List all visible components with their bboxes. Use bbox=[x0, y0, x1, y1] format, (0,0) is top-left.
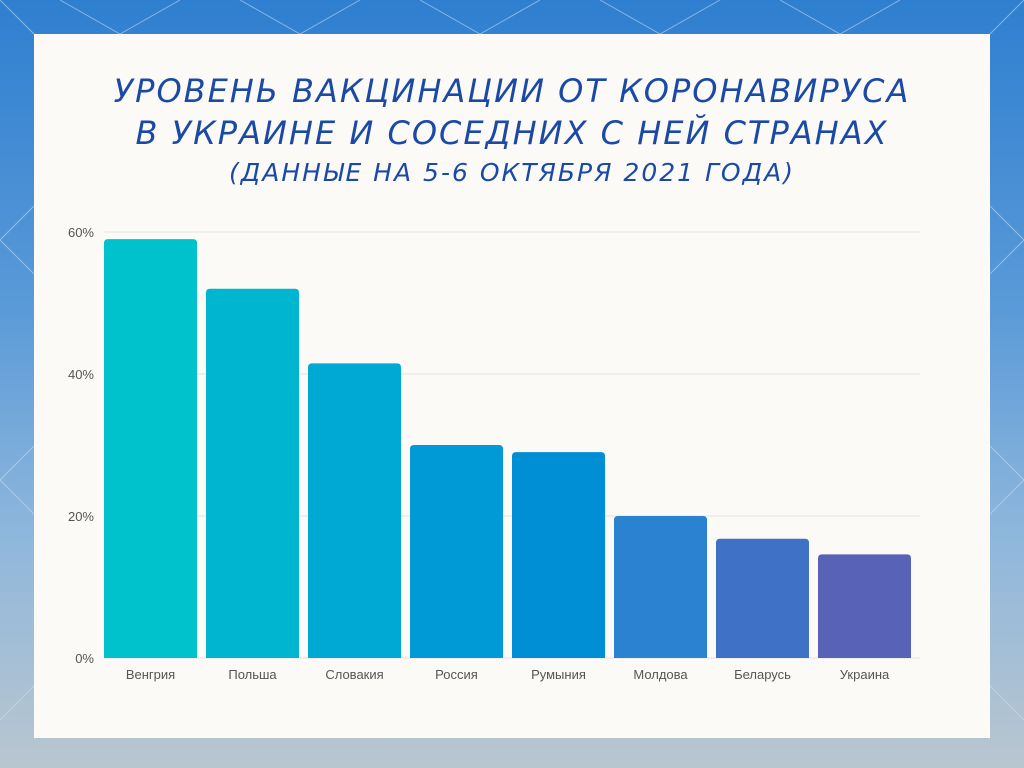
title-line-2: В УКРАИНЕ И СОСЕДНИХ С НЕЙ СТРАНАХ bbox=[135, 114, 889, 152]
y-tick-label: 40% bbox=[68, 367, 94, 382]
title-line-3: (ДАННЫЕ НА 5-6 ОКТЯБРЯ 2021 ГОДА) bbox=[229, 158, 795, 187]
bar-8 bbox=[818, 554, 911, 658]
bar-1 bbox=[104, 239, 197, 658]
bar-3 bbox=[308, 363, 401, 658]
y-tick-label: 60% bbox=[68, 225, 94, 240]
bar-7 bbox=[716, 538, 809, 658]
x-tick-label: Румыния bbox=[531, 667, 586, 682]
bar-6 bbox=[614, 516, 707, 658]
x-tick-label: Польша bbox=[228, 667, 277, 682]
bar-4 bbox=[410, 445, 503, 658]
x-tick-label: Россия bbox=[435, 667, 478, 682]
title-line-1: УРОВЕНЬ ВАКЦИНАЦИИ ОТ КОРОНАВИРУСА bbox=[113, 72, 911, 110]
y-tick-label: 0% bbox=[75, 651, 94, 666]
x-tick-label: Словакия bbox=[325, 667, 383, 682]
bar-2 bbox=[206, 288, 299, 658]
chart-title: УРОВЕНЬ ВАКЦИНАЦИИ ОТ КОРОНАВИРУСА В УКР… bbox=[34, 70, 990, 190]
x-tick-label: Венгрия bbox=[126, 667, 175, 682]
x-tick-label: Беларусь bbox=[734, 667, 791, 682]
y-tick-label: 20% bbox=[68, 509, 94, 524]
x-tick-label: Молдова bbox=[633, 667, 688, 682]
bar-5 bbox=[512, 452, 605, 658]
x-tick-label: Украина bbox=[840, 667, 890, 682]
